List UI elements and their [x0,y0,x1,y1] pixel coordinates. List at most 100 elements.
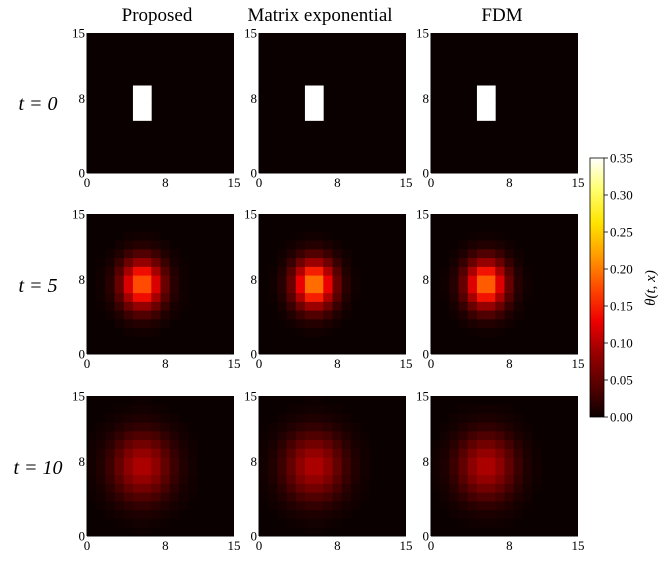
heatmap-cell [458,439,469,449]
heatmap-cell [522,292,533,302]
heatmap-cell [123,240,134,250]
heatmap-cell [151,231,161,241]
heatmap-cell [495,310,505,320]
heatmap-cell [188,492,198,502]
x-tick-label: 8 [162,175,169,190]
heatmap-cell [105,457,115,467]
heatmap-cell [169,501,180,511]
heatmap-cell [467,310,478,320]
heatmap-cell [449,257,459,267]
y-tick-label: 8 [79,91,86,106]
heatmap-cell [486,483,496,493]
heatmap-cell [350,422,361,432]
heatmap-cell [142,439,152,449]
heatmap-cell [332,448,343,458]
x-tick-label: 8 [162,538,169,553]
heatmap-cell [160,474,171,484]
heatmap-cell [142,431,152,441]
heatmap-cell [495,431,505,441]
heatmap-cell [323,327,333,337]
heatmap-cell [114,249,125,259]
heatmap-cell [160,249,171,259]
heatmap-cell [295,518,306,528]
heatmap-cell [513,439,524,449]
heatmap-cell [142,85,152,95]
y-tick-label: 8 [79,272,86,287]
heatmap-cell [513,284,524,294]
heatmap-cell [123,404,134,414]
heatmap-cell [105,422,115,432]
heatmap-cell [142,527,152,537]
heatmap-cell [522,501,533,511]
heatmap-cell [476,439,487,449]
heatmap-cell [522,439,533,449]
heatmap-cell [458,404,469,414]
heatmap-cell [350,284,361,294]
y-tick-label: 15 [416,389,429,404]
heatmap-cell [123,422,134,432]
heatmap-cell [151,292,161,302]
heatmap-cell [286,275,297,285]
heatmap-cell [476,327,487,337]
heatmap-cell [277,501,287,511]
heatmap-cell [259,474,269,484]
heatmap-cell [286,413,297,423]
heatmap-cell [123,501,134,511]
heatmap-cell [304,249,315,259]
heatmap-cell [332,518,343,528]
heatmap-cell [268,284,278,294]
heatmap-cell [304,275,315,285]
heatmap-cell [304,501,315,511]
heatmap-cell [123,319,134,329]
heatmap-cell [495,249,505,259]
heatmap-cell [142,448,152,458]
heatmap-cell [449,249,459,259]
heatmap-cell [151,275,161,285]
panel-r0-c2: 0 8 15 0 8 15 [416,26,585,191]
heatmap-cell [476,266,487,276]
x-tick-label: 0 [84,538,91,553]
heatmap-cell [169,492,180,502]
heatmap-cell [160,292,171,302]
y-tick-label: 8 [251,454,258,469]
heatmap-cell [123,413,134,423]
heatmap-cell [105,431,115,441]
heatmap-cell [440,448,450,458]
heatmap-cell [304,319,315,329]
heatmap-cell [341,492,352,502]
heatmap-cell [87,474,97,484]
heatmap-cell [513,266,524,276]
heatmap-cell [458,266,469,276]
heatmap-cell [350,431,361,441]
heatmap-cell [440,431,450,441]
heatmap-cell [304,457,315,467]
heatmap-cell [96,448,106,458]
heatmap-cell [449,422,459,432]
heatmap-cell [467,240,478,250]
heatmap-cell [332,457,343,467]
heatmap-cell [467,492,478,502]
y-tick-label: 0 [79,166,86,181]
heatmap-cell [105,509,115,519]
heatmap-cell [341,448,352,458]
heatmap-cell [431,483,441,493]
heatmap-cell [142,457,152,467]
heatmap-cell [314,292,324,302]
heatmap-cell [314,413,324,423]
heatmap-cell [495,284,505,294]
heatmap-cell [142,301,152,311]
heatmap-cell [314,275,324,285]
heatmap-cell [304,103,315,113]
heatmap-cell [341,474,352,484]
heatmap-cell [350,292,361,302]
heatmap-cell [332,501,343,511]
heatmap-cell [151,518,161,528]
heatmap-cell [467,501,478,511]
heatmap-cell [295,431,306,441]
heatmap-cell [151,266,161,276]
heatmap-cell [142,413,152,423]
y-tick-label: 8 [423,91,430,106]
heatmap-cell [522,483,533,493]
heatmap-cell [142,319,152,329]
heatmap-cell [123,509,134,519]
